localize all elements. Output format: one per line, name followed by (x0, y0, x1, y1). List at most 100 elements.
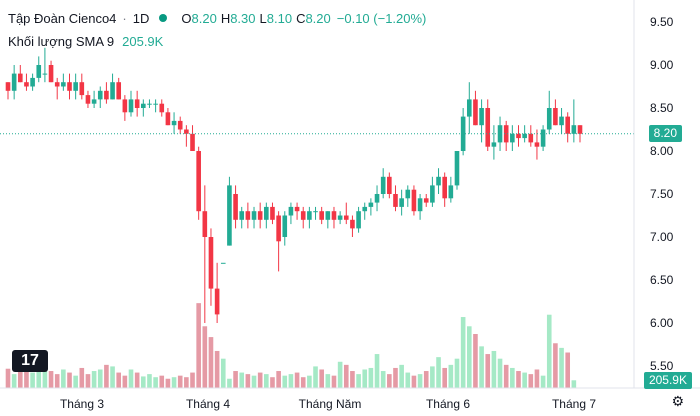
high-value: 8.30 (230, 10, 256, 26)
candle-body (36, 65, 42, 78)
volume-bar (343, 364, 349, 388)
candle-body (442, 176, 447, 199)
volume-bar (116, 372, 122, 388)
volume-bar (104, 364, 109, 388)
volume-bar (165, 378, 171, 388)
candle-body (141, 103, 146, 108)
price-tick-label: 8.00 (650, 144, 674, 158)
volume-bar (368, 367, 374, 388)
candle-body (171, 120, 177, 126)
candle-body (307, 211, 312, 220)
volume-bar (220, 358, 226, 388)
candle-body (374, 194, 380, 203)
volume-bar (288, 374, 294, 388)
interval[interactable]: 1D (132, 10, 150, 26)
volume-bar (147, 374, 152, 388)
volume-bar (522, 372, 527, 388)
close-value: 8.20 (305, 10, 331, 26)
candle-body (325, 211, 331, 220)
candle-body (430, 185, 435, 203)
candle-body (436, 176, 441, 186)
volume-bar (325, 374, 331, 388)
volume-bar (5, 368, 11, 388)
volume-bar (245, 374, 251, 388)
volume-bar (30, 372, 35, 388)
candle-body (110, 82, 115, 100)
candle-body (362, 206, 368, 212)
candle-body (147, 103, 152, 105)
time-tick-label: Tháng 4 (186, 397, 230, 411)
symbol-name[interactable]: Tập Đoàn Cienco4 (8, 10, 117, 26)
volume-bar (387, 374, 392, 388)
volume-bar (313, 366, 318, 388)
volume-bar (257, 372, 263, 388)
tradingview-logo[interactable]: 17 (12, 350, 48, 372)
volume-bar (466, 326, 472, 388)
price-tick-label: 6.50 (650, 273, 674, 287)
time-tick-label: Tháng Năm (299, 397, 362, 411)
volume-bar (141, 376, 146, 388)
volume-bar (11, 374, 17, 388)
volume-bar (399, 364, 404, 388)
candle-body (319, 211, 324, 220)
candle-body (257, 211, 263, 220)
candle-body (417, 198, 423, 212)
candle-body (528, 133, 534, 143)
volume-bar (91, 371, 97, 388)
candle-body (165, 112, 171, 126)
candle-body (516, 133, 521, 139)
volume-label[interactable]: Khối lượng SMA 9 (8, 33, 115, 49)
volume-bar (516, 371, 521, 388)
volume-bar (251, 375, 257, 388)
candle-body (54, 82, 60, 87)
candle-body (300, 211, 306, 220)
volume-bar (479, 346, 484, 388)
candle-body (559, 116, 564, 126)
volume-bar (300, 377, 306, 388)
volume-bar (73, 375, 78, 388)
time-tick-label: Tháng 6 (426, 397, 470, 411)
ohlc-row: Tập Đoàn Cienco4 · 1D O 8.20 H 8.30 L 8.10 … (8, 10, 427, 26)
open-label: O (181, 10, 192, 26)
volume-bar (356, 374, 361, 388)
volume-bar (159, 375, 165, 388)
candle-body (190, 133, 195, 151)
candle-body (399, 198, 404, 207)
volume-bar (559, 347, 564, 388)
candle-body (184, 129, 189, 134)
candle-body (220, 262, 226, 264)
settings-gear-icon[interactable]: ⚙ (671, 393, 684, 409)
volume-bar (393, 367, 398, 388)
volume-bar (128, 369, 134, 388)
time-tick-label: Tháng 7 (552, 397, 596, 411)
volume-bar (553, 343, 558, 388)
volume-bar (448, 364, 454, 388)
price-tick-label: 8.50 (650, 101, 674, 115)
volume-bar (153, 377, 158, 388)
volume-bar (454, 358, 460, 388)
candle-body (460, 116, 466, 151)
volume-bar (214, 350, 220, 388)
volume-bar (282, 375, 288, 388)
candle-body (356, 211, 361, 229)
candle-body (116, 82, 122, 100)
candle-body (134, 99, 140, 108)
candle-body (411, 189, 417, 212)
volume-bar (497, 358, 503, 388)
volume-bar (319, 369, 324, 388)
price-tick-label: 5.50 (650, 359, 674, 373)
volume-bar (294, 372, 300, 388)
close-label: C (296, 10, 306, 26)
candle-body (534, 142, 540, 147)
change-value: −0.10 (−1.20%) (336, 10, 427, 26)
volume-bar (485, 354, 491, 388)
candle-body (546, 108, 552, 130)
candle-body (251, 211, 257, 220)
price-tick-label: 7.50 (650, 187, 674, 201)
volume-bar (48, 371, 54, 388)
candle-body (331, 211, 337, 220)
volume-bar (184, 377, 189, 388)
candle-body (245, 211, 251, 220)
candle-body (48, 65, 54, 83)
